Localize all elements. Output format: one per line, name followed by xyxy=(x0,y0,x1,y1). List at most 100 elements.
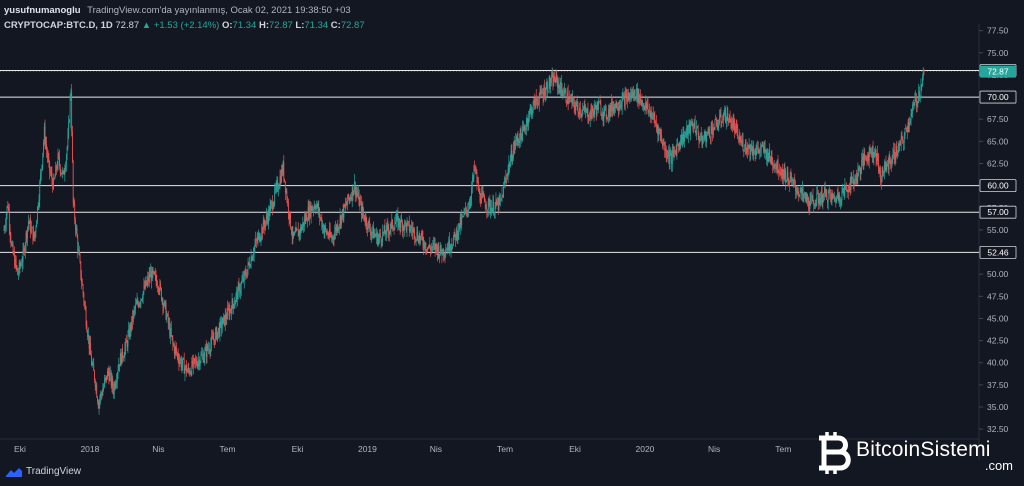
candle-body xyxy=(827,199,828,203)
candle-body xyxy=(836,197,837,203)
candle-body xyxy=(843,190,845,194)
candle-body xyxy=(176,352,178,354)
candle-body xyxy=(725,121,727,123)
candle-body xyxy=(699,139,701,141)
candle-body xyxy=(245,272,247,277)
candle-body xyxy=(192,360,193,367)
candle-body xyxy=(392,219,393,229)
candle-body xyxy=(7,206,9,208)
candle-body xyxy=(607,117,609,118)
candle-body xyxy=(253,247,255,255)
candle-body xyxy=(513,142,515,150)
candle-body xyxy=(446,250,447,252)
candle-body xyxy=(586,109,588,110)
candle-body xyxy=(231,299,233,314)
author-name[interactable]: yusufnumanoglu xyxy=(4,5,81,16)
candle-body xyxy=(57,153,59,168)
x-tick-label: Eki xyxy=(14,444,26,454)
symbol-label[interactable]: CRYPTOCAP:BTC.D, 1D xyxy=(4,20,113,31)
candle-body xyxy=(478,190,480,192)
candle-body xyxy=(459,217,461,230)
candle-body xyxy=(862,156,864,166)
candle-body xyxy=(119,364,120,367)
candle-body xyxy=(399,225,401,228)
candle-body xyxy=(395,221,396,225)
candle-body xyxy=(919,91,920,97)
candle-body xyxy=(671,152,672,164)
candle-body xyxy=(493,201,495,215)
candle-body xyxy=(578,111,580,115)
candle-body xyxy=(418,235,420,243)
candle-body xyxy=(506,176,508,178)
candle-body xyxy=(823,193,825,201)
candle-body xyxy=(88,335,90,349)
candle-body xyxy=(354,181,355,191)
candle-body xyxy=(697,128,699,136)
candle-body xyxy=(656,126,658,129)
candle-body xyxy=(584,106,586,110)
candle-body xyxy=(405,221,406,224)
candle-body xyxy=(596,102,598,115)
candle-body xyxy=(360,201,361,202)
candle-body xyxy=(627,95,629,100)
candle-body xyxy=(538,96,540,105)
candle-body xyxy=(882,168,884,173)
tradingview-logo[interactable]: TradingView xyxy=(6,466,81,477)
candle-body xyxy=(291,228,292,234)
candle-body xyxy=(428,244,430,248)
candle-body xyxy=(71,91,73,132)
watermark-suffix: .com xyxy=(984,458,1013,473)
candle-body xyxy=(10,235,12,244)
candle-body xyxy=(315,208,317,209)
candle-body xyxy=(86,325,88,332)
candle-body xyxy=(169,323,171,337)
candle-body xyxy=(516,136,518,139)
candle-body xyxy=(646,102,647,109)
candle-body xyxy=(144,285,146,289)
candle-body xyxy=(764,146,766,151)
candle-body xyxy=(814,204,815,206)
y-tick-label: 35.00 xyxy=(987,402,1009,412)
candle-body xyxy=(350,197,352,200)
candle-body xyxy=(735,126,736,133)
candle-body xyxy=(94,370,95,381)
candle-body xyxy=(833,196,835,198)
candle-body xyxy=(529,109,531,111)
candle-body xyxy=(275,188,276,190)
candle-body xyxy=(467,209,469,214)
candle-body xyxy=(343,204,345,218)
candle-body xyxy=(363,213,365,216)
candle-body xyxy=(687,125,688,136)
candle-body xyxy=(890,161,892,165)
candle-body xyxy=(494,204,496,213)
candle-body xyxy=(652,117,653,120)
candle-body xyxy=(517,138,519,142)
tradingview-icon xyxy=(6,467,22,477)
candle-body xyxy=(773,165,774,168)
candle-body xyxy=(592,105,593,112)
candle-body xyxy=(106,375,108,380)
candle-body xyxy=(287,201,289,214)
candle-body xyxy=(53,178,55,180)
candle-body xyxy=(667,156,669,158)
candle-body xyxy=(633,91,634,96)
candle-body xyxy=(874,149,876,152)
candle-body xyxy=(778,172,780,174)
candle-body xyxy=(610,105,612,112)
watermark-brand: BitcoinSistemi xyxy=(856,438,991,461)
candle-body xyxy=(722,122,723,124)
candle-body xyxy=(574,106,576,111)
candle-body xyxy=(222,317,224,325)
candle-body xyxy=(8,211,10,228)
candle-body xyxy=(242,277,244,281)
candle-body xyxy=(772,164,774,166)
candle-body xyxy=(887,163,888,166)
y-tick-label: 47.50 xyxy=(987,291,1009,301)
candle-body xyxy=(6,206,8,216)
candle-body xyxy=(94,380,96,387)
candle-body xyxy=(37,206,39,207)
candle-body xyxy=(639,95,641,104)
candle-body xyxy=(137,300,139,304)
candle-body xyxy=(368,221,370,224)
